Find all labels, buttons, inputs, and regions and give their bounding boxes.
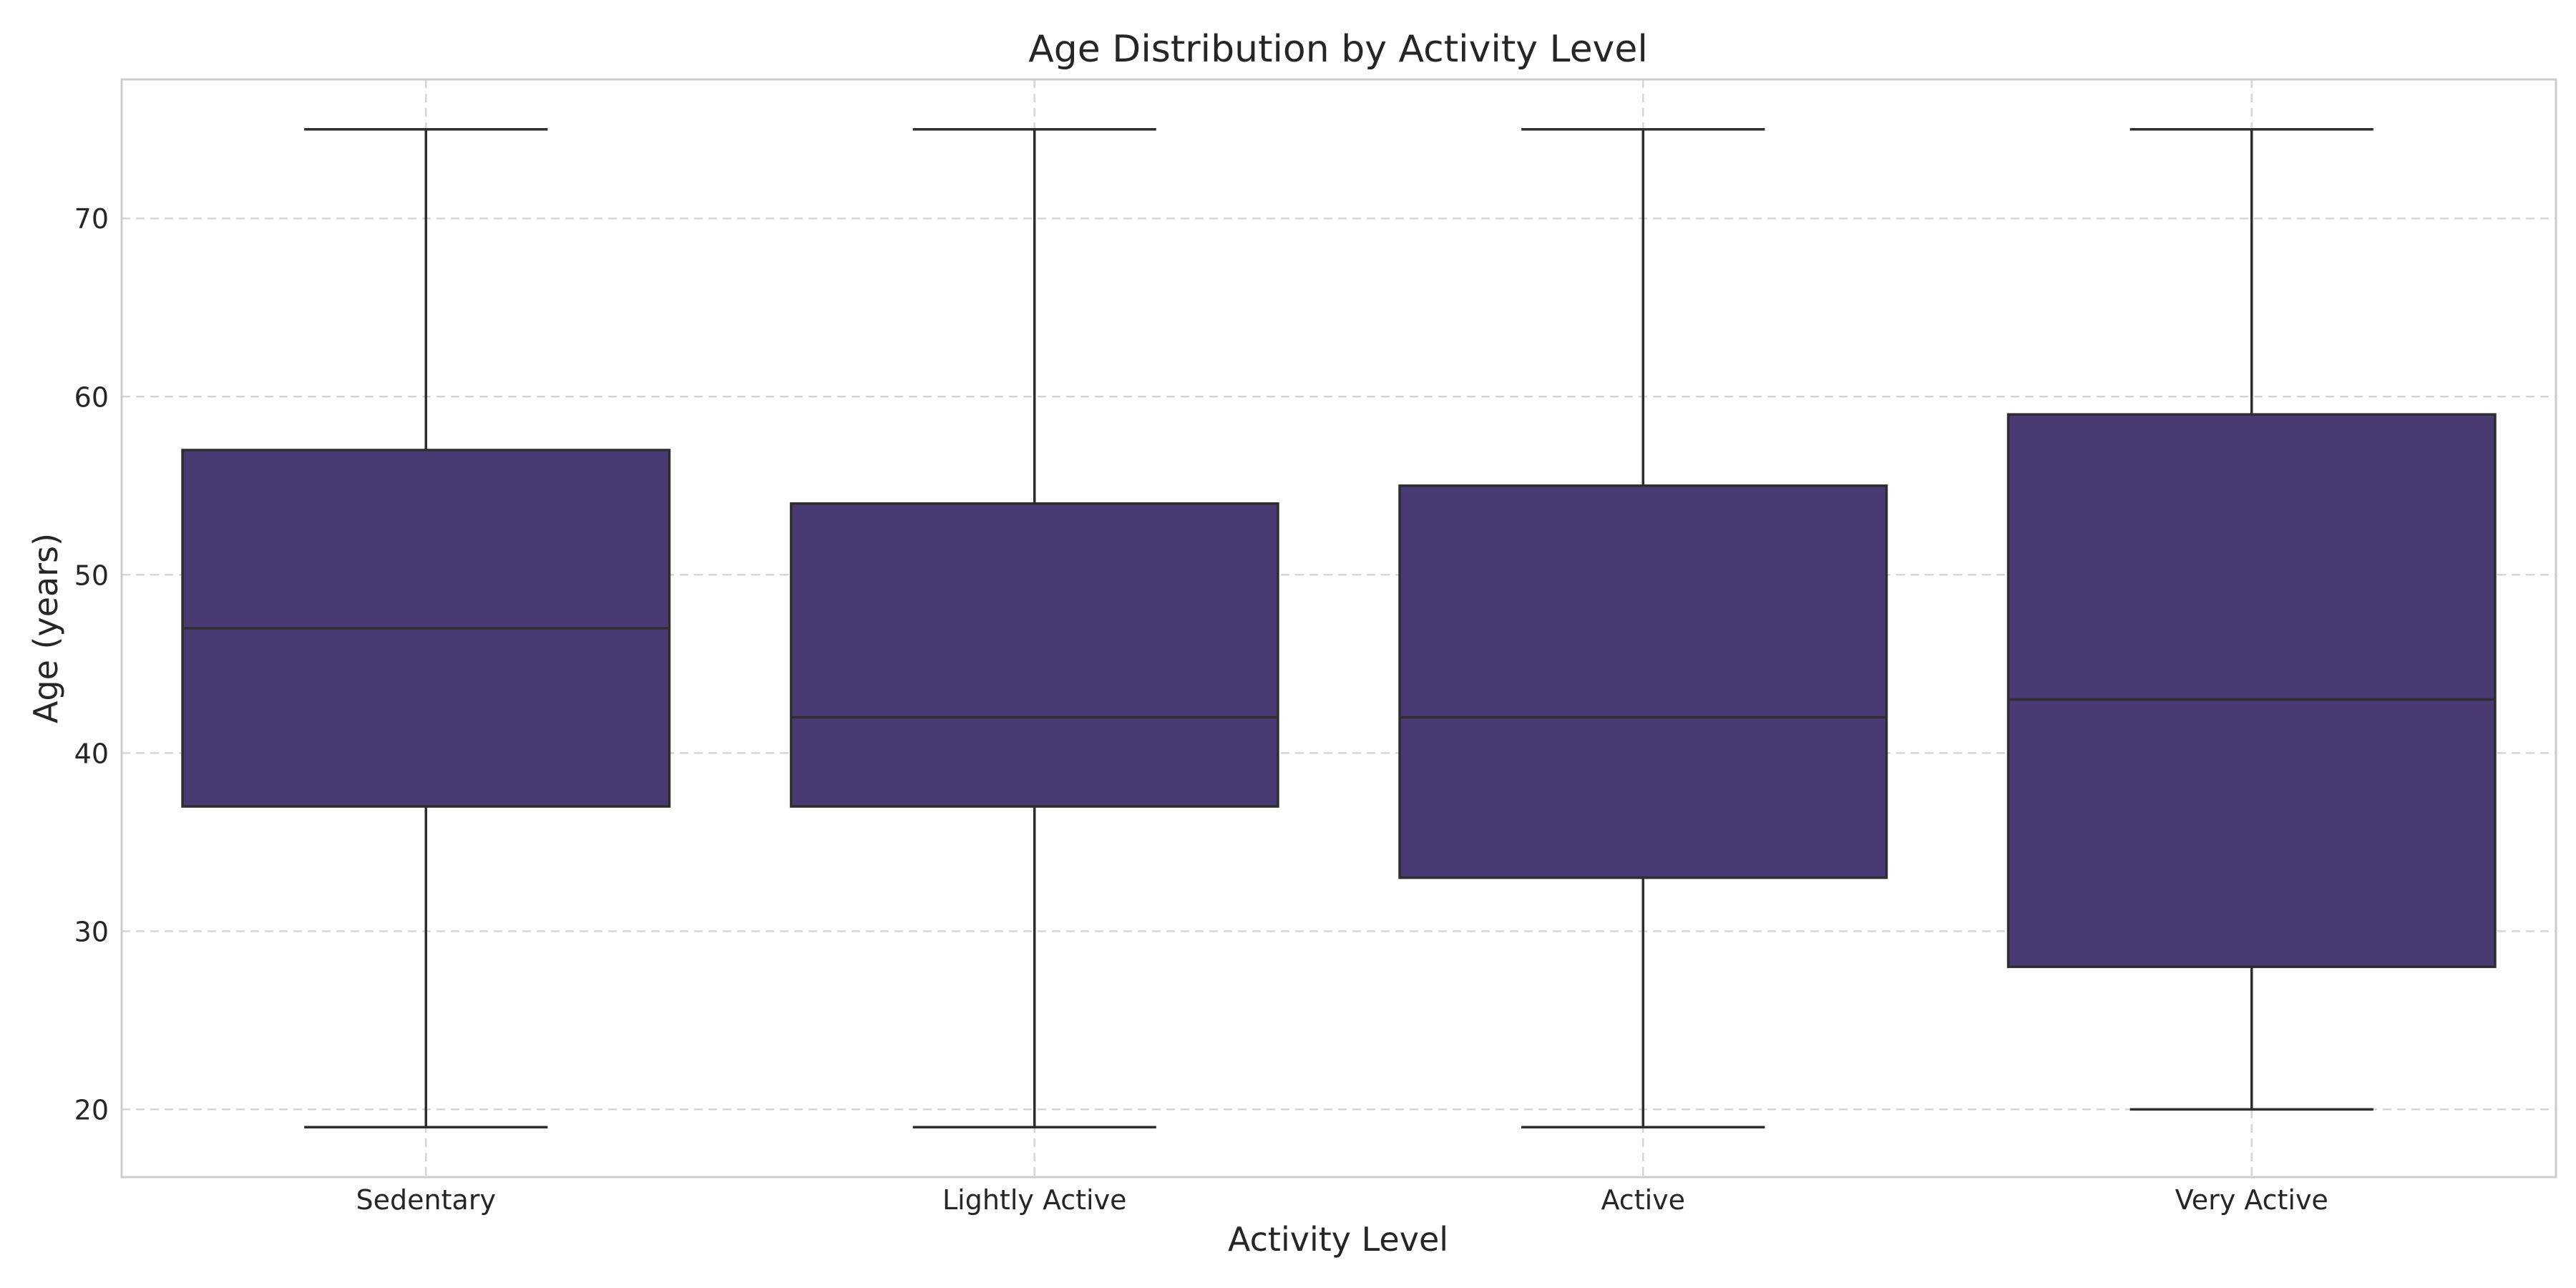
iqr-box [789,502,1279,808]
x-tick-label: Active [1601,1184,1685,1216]
chart-title: Age Distribution by Activity Level [1028,28,1648,71]
x-tick-label: Very Active [2175,1184,2328,1216]
iqr-box [1398,484,1888,879]
x-tick-labels: Sedentary Lightly Active Active Very Active [356,1184,2328,1216]
y-tick-label: 70 [74,203,109,235]
box-lightly-active [789,127,1279,1129]
y-tick-label: 40 [74,738,109,769]
plot-frame [120,78,2557,1179]
y-tick-label: 60 [74,381,109,413]
box-active [1398,127,1888,1129]
x-tick-label: Sedentary [356,1184,496,1216]
y-tick-label: 50 [74,560,109,591]
x-axis-label: Activity Level [1228,1220,1448,1259]
box-sedentary [181,127,671,1129]
y-tick-label: 30 [74,916,109,947]
box-series [181,127,2497,1129]
x-tick-label: Lightly Active [942,1184,1127,1216]
y-tick-label: 20 [74,1094,109,1126]
y-axis-label: Age (years) [26,533,65,723]
y-tick-labels: 20 30 40 50 60 70 [74,203,109,1126]
iqr-box [2006,413,2497,968]
box-very-active [2006,127,2497,1111]
